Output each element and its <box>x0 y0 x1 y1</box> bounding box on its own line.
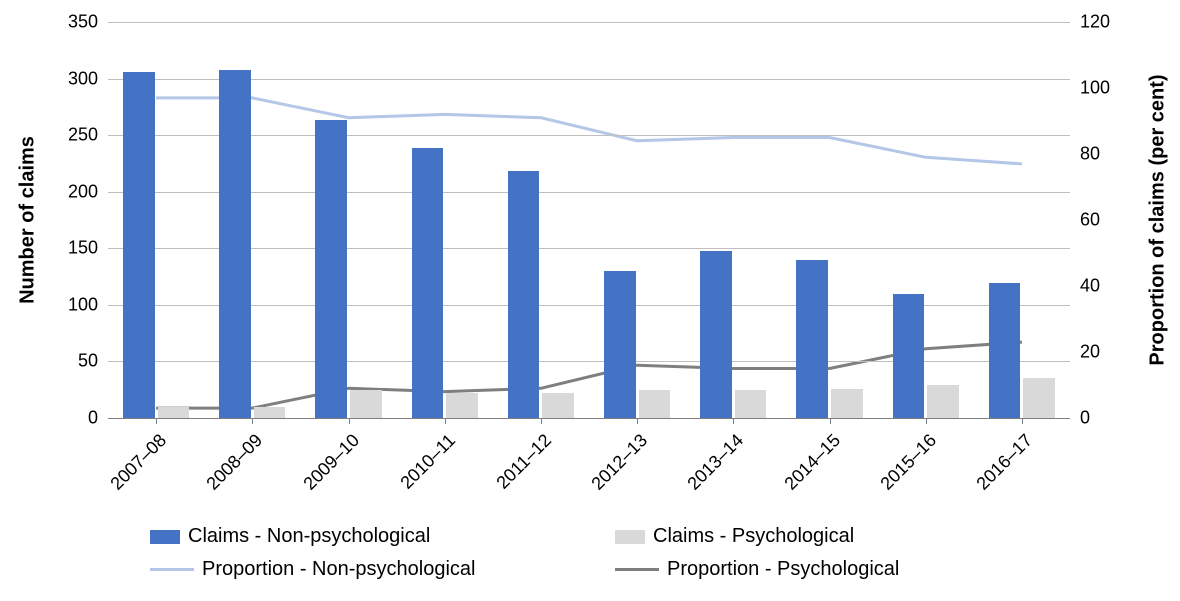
x-tickmark <box>830 418 831 424</box>
x-tickmark <box>926 418 927 424</box>
x-tick-label: 2015–16 <box>855 430 941 516</box>
x-tick-label: 2014–15 <box>759 430 845 516</box>
y-left-tick: 0 <box>48 408 98 429</box>
y-right-tick: 60 <box>1080 210 1100 231</box>
line-nonpsych <box>156 98 1022 164</box>
x-tick-label: 2011–12 <box>470 430 556 516</box>
bar-nonpsych <box>700 251 732 418</box>
bar-psych <box>831 389 863 418</box>
y-left-tick: 250 <box>48 125 98 146</box>
legend-item-line-nonpsych: Proportion - Non-psychological <box>150 558 585 581</box>
legend-label: Proportion - Non-psychological <box>202 558 475 581</box>
gridline <box>108 79 1070 80</box>
x-tickmark <box>637 418 638 424</box>
bar-psych <box>1023 378 1055 418</box>
bar-nonpsych <box>796 260 828 418</box>
x-tick-label: 2009–10 <box>278 430 364 516</box>
legend-label: Proportion - Psychological <box>667 558 899 581</box>
bar-nonpsych <box>412 148 444 418</box>
bar-nonpsych <box>604 271 636 418</box>
gridline <box>108 192 1070 193</box>
x-tickmark <box>541 418 542 424</box>
y-left-tick: 50 <box>48 351 98 372</box>
x-tickmark <box>156 418 157 424</box>
line-series-layer <box>108 22 1070 418</box>
gridline <box>108 135 1070 136</box>
x-tickmark <box>445 418 446 424</box>
legend-line-icon <box>150 568 194 571</box>
y-left-tick: 200 <box>48 181 98 202</box>
y-right-tick: 80 <box>1080 144 1100 165</box>
legend-item-line-psych: Proportion - Psychological <box>615 558 1050 581</box>
bar-psych <box>158 407 190 418</box>
legend-swatch-icon <box>615 530 645 544</box>
y-right-tick: 100 <box>1080 78 1110 99</box>
y-left-axis-title: Number of claims <box>17 136 40 304</box>
x-tickmark <box>349 418 350 424</box>
bar-nonpsych <box>508 171 540 418</box>
x-tick-label: 2010–11 <box>374 430 460 516</box>
bar-psych <box>735 390 767 418</box>
bar-psych <box>254 407 286 418</box>
bar-psych <box>542 393 574 418</box>
legend-swatch-icon <box>150 530 180 544</box>
legend: Claims - Non-psychological Claims - Psych… <box>150 525 1050 581</box>
y-right-tick: 40 <box>1080 276 1100 297</box>
x-tick-label: 2013–14 <box>663 430 749 516</box>
gridline <box>108 248 1070 249</box>
bar-nonpsych <box>123 72 155 418</box>
gridline <box>108 361 1070 362</box>
plot-area <box>108 22 1070 419</box>
x-tickmark <box>1022 418 1023 424</box>
legend-label: Claims - Psychological <box>653 525 854 548</box>
bar-nonpsych <box>219 70 251 418</box>
y-left-tick: 350 <box>48 12 98 33</box>
y-right-tick: 120 <box>1080 12 1110 33</box>
gridline <box>108 22 1070 23</box>
bar-nonpsych <box>315 120 347 418</box>
legend-item-bar-nonpsych: Claims - Non-psychological <box>150 525 585 548</box>
y-right-tick: 0 <box>1080 408 1090 429</box>
y-left-tick: 300 <box>48 68 98 89</box>
legend-line-icon <box>615 568 659 571</box>
bar-psych <box>446 393 478 418</box>
y-right-axis-title: Proportion of claims (per cent) <box>1147 74 1170 365</box>
x-tick-label: 2012–13 <box>566 430 652 516</box>
bar-psych <box>350 390 382 418</box>
bar-nonpsych <box>893 294 925 418</box>
bar-psych <box>927 385 959 418</box>
x-tick-label: 2007–08 <box>85 430 171 516</box>
x-tick-label: 2016–17 <box>951 430 1037 516</box>
bar-psych <box>639 390 671 418</box>
legend-label: Claims - Non-psychological <box>188 525 430 548</box>
claims-chart: Number of claims Proportion of claims (p… <box>0 0 1180 601</box>
x-tick-label: 2008–09 <box>182 430 268 516</box>
y-left-tick: 150 <box>48 238 98 259</box>
bar-nonpsych <box>989 283 1021 418</box>
y-right-tick: 20 <box>1080 342 1100 363</box>
x-tickmark <box>252 418 253 424</box>
y-left-tick: 100 <box>48 294 98 315</box>
x-tickmark <box>733 418 734 424</box>
gridline <box>108 305 1070 306</box>
legend-item-bar-psych: Claims - Psychological <box>615 525 1050 548</box>
